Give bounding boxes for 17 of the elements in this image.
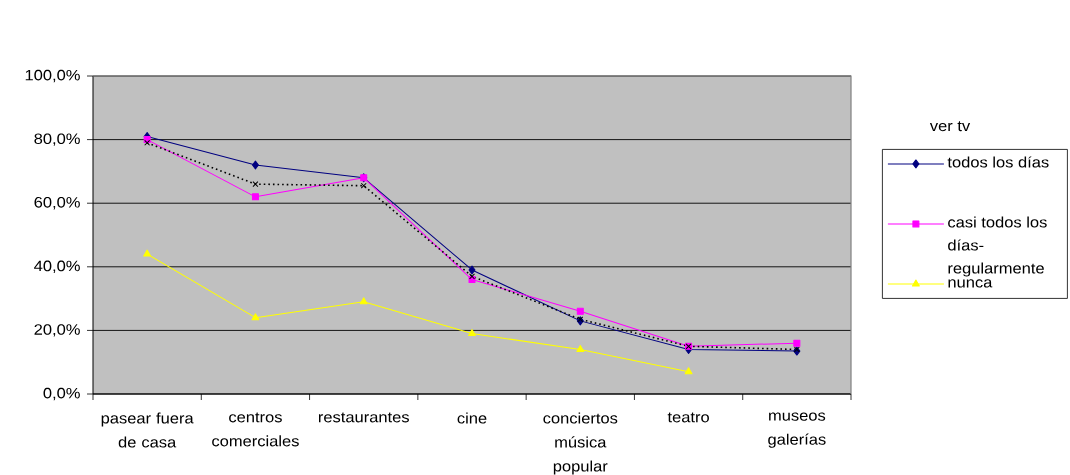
x-tick-label: pasear fuera de casa xyxy=(101,412,194,448)
x-tick-label: museos galerías xyxy=(768,412,826,448)
legend-label: casi todos los días-regularmente xyxy=(948,216,1047,277)
legend-title: ver tv xyxy=(929,121,971,132)
y-tick-label: 40,0% xyxy=(34,260,80,273)
y-tick-label: 20,0% xyxy=(34,324,80,337)
x-tick-label: conciertos música popular xyxy=(543,412,618,475)
y-tick-label: 60,0% xyxy=(34,197,80,210)
y-tick-label: 100,0% xyxy=(25,69,80,83)
legend-label: todos los días xyxy=(947,156,1049,168)
x-tick-label: cine xyxy=(457,412,487,424)
x-tick-label: restaurantes xyxy=(318,412,409,423)
y-tick-label: 80,0% xyxy=(34,133,80,146)
x-tick-label: teatro xyxy=(667,412,709,423)
y-tick-label: 0,0% xyxy=(43,387,80,401)
x-tick-label: centros comerciales xyxy=(212,412,299,447)
legend-label: nunca xyxy=(948,279,993,288)
